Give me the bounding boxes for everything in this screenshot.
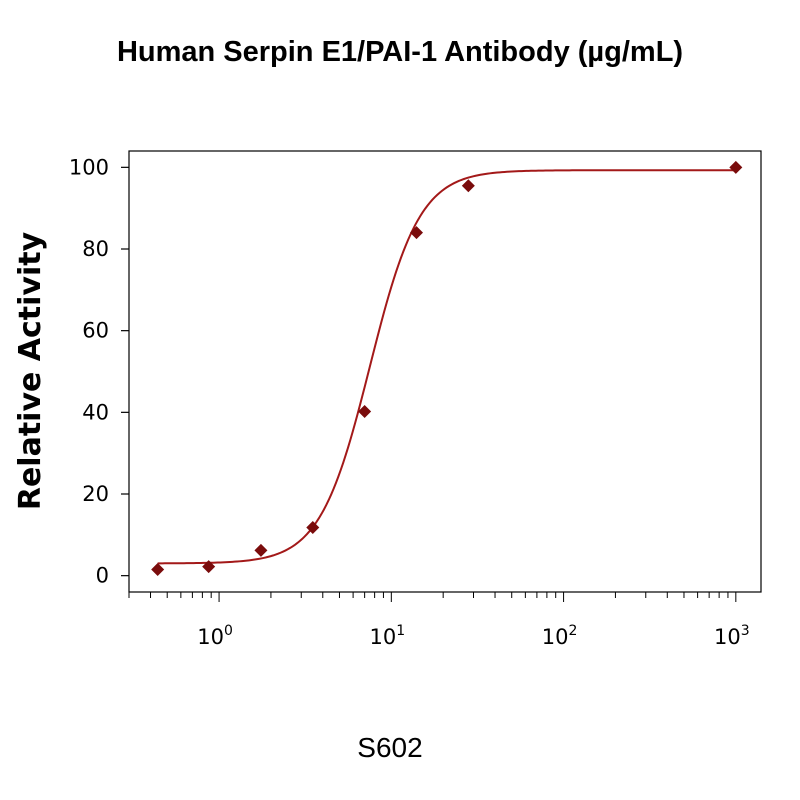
- data-points: [151, 160, 743, 577]
- y-tick-label: 20: [82, 482, 109, 506]
- y-axis: 0 20 40 60 80 100: [69, 155, 129, 588]
- y-axis-label: Relative Activity: [13, 231, 48, 510]
- plot-frame: [128, 150, 762, 593]
- data-point: [151, 563, 165, 577]
- y-tick-label: 0: [96, 564, 109, 588]
- data-point: [202, 560, 216, 574]
- x-tick-label: 103: [714, 623, 750, 649]
- caption: S602: [357, 732, 423, 763]
- x-tick-label: 101: [369, 623, 405, 649]
- data-point: [409, 226, 423, 240]
- y-tick-label: 100: [69, 155, 109, 179]
- fit-curve: [157, 169, 736, 565]
- data-point: [254, 543, 268, 557]
- data-point: [461, 179, 475, 193]
- y-tick-label: 60: [82, 319, 109, 343]
- data-point: [358, 405, 372, 419]
- data-point: [306, 520, 320, 534]
- chart-title: Human Serpin E1/PAI-1 Antibody (µg/mL): [116, 36, 684, 68]
- data-point: [729, 160, 743, 174]
- x-tick-label: 100: [197, 623, 233, 649]
- x-axis: 100 101 102 103: [128, 592, 750, 649]
- y-tick-label: 80: [82, 237, 109, 261]
- y-tick-label: 40: [82, 400, 109, 424]
- x-tick-label: 102: [542, 623, 578, 649]
